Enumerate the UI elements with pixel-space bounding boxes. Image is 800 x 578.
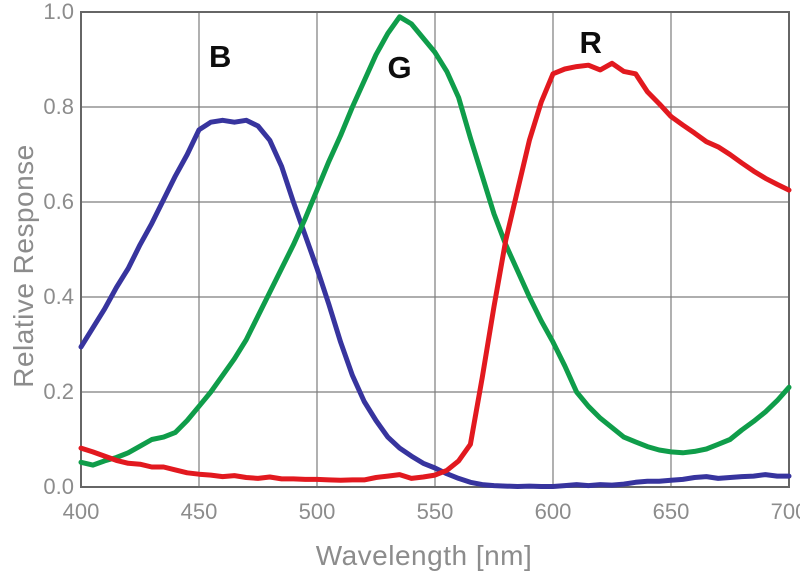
y-tick-label: 0.6 <box>43 189 74 214</box>
series-G-line <box>78 14 792 468</box>
y-tick-label: 0.0 <box>43 474 74 499</box>
x-axis-title: Wavelength [nm] <box>315 540 533 571</box>
series-label-B: B <box>209 39 232 75</box>
y-axis-title: Relative Response <box>8 144 39 388</box>
series-label-R: R <box>579 24 602 60</box>
x-tick-label: 550 <box>416 499 454 524</box>
series-R-line <box>78 60 792 483</box>
series-label-G: G <box>387 50 412 86</box>
y-tick-label: 0.8 <box>43 94 74 119</box>
y-tick-label: 1.0 <box>43 0 74 24</box>
x-tick-label: 700 <box>770 499 800 524</box>
y-tick-label: 0.2 <box>43 379 74 404</box>
x-tick-label: 500 <box>298 499 336 524</box>
y-tick-label: 0.4 <box>43 284 74 309</box>
x-tick-label: 650 <box>652 499 690 524</box>
x-tick-label: 450 <box>180 499 218 524</box>
x-tick-label: 600 <box>534 499 572 524</box>
series-B-line <box>78 117 792 489</box>
x-tick-label: 400 <box>62 499 100 524</box>
plot-frame <box>80 11 790 488</box>
